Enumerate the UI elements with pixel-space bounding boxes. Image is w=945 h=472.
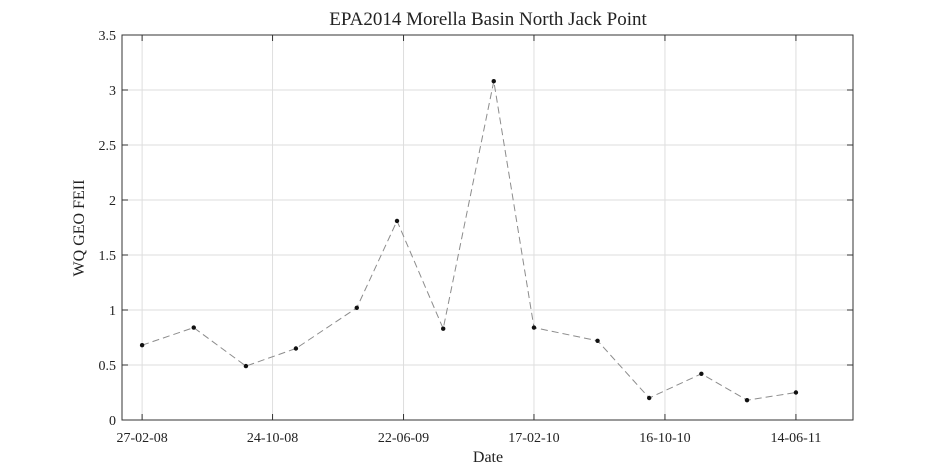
plot-frame <box>121 34 854 421</box>
data-point <box>441 326 446 331</box>
y-tick-label: 2 <box>109 194 116 209</box>
y-tick-label: 0.5 <box>99 359 117 374</box>
y-tick-label: 2.5 <box>99 139 117 154</box>
y-tick-label: 1 <box>109 304 116 319</box>
data-point <box>531 325 537 330</box>
data-point <box>293 346 299 351</box>
series <box>139 79 799 403</box>
data-point <box>699 371 704 376</box>
axes: 0 0.5 1 1.5 2 2.5 3 3.5 27-02-08 24-10-08 22-06-09… <box>99 29 854 446</box>
data-point <box>354 305 359 310</box>
x-tick-label: 14-06-11 <box>771 431 822 446</box>
data-point <box>744 398 750 403</box>
x-tick-label: 22-06-09 <box>378 431 429 446</box>
y-tick-label: 3.5 <box>99 29 117 44</box>
labels: EPA2014 Morella Basin North Jack Point D… <box>71 9 647 466</box>
data-point <box>646 395 652 401</box>
data-point <box>595 338 600 343</box>
grid <box>122 34 853 421</box>
chart-title: EPA2014 Morella Basin North Jack Point <box>329 9 647 30</box>
y-tick-label: 0 <box>109 414 116 429</box>
x-tick-label: 16-10-10 <box>639 431 690 446</box>
x-axis-label: Date <box>473 449 503 466</box>
data-point <box>491 79 496 84</box>
data-point <box>139 343 145 348</box>
data-point <box>191 325 196 330</box>
x-tick-label: 17-02-10 <box>508 431 559 446</box>
y-tick-label: 1.5 <box>99 249 117 264</box>
x-tick-label: 24-10-08 <box>247 431 298 446</box>
data-point <box>793 390 799 395</box>
y-axis-label: WQ GEO FEII <box>71 180 88 277</box>
data-point <box>394 218 400 224</box>
y-tick-label: 3 <box>109 84 116 99</box>
data-point <box>243 363 249 369</box>
series-line <box>141 81 796 401</box>
x-tick-label: 27-02-08 <box>116 431 167 446</box>
